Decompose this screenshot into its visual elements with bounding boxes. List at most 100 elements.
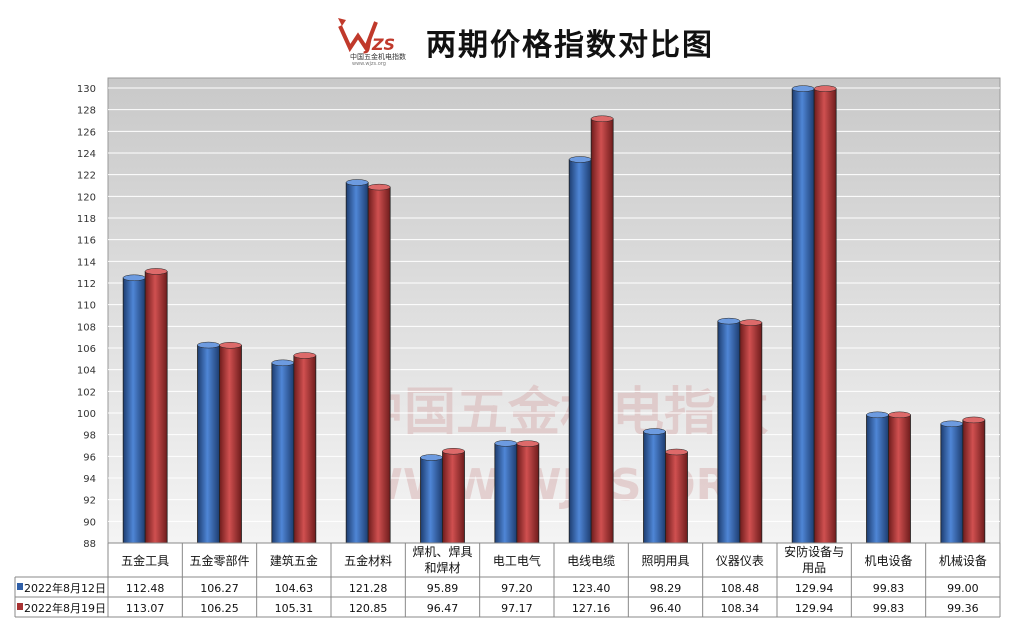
- bar-cap: [293, 352, 317, 359]
- x-category-label: 安防设备与: [784, 544, 844, 559]
- bar-cap: [739, 319, 763, 326]
- bar-series2: [219, 344, 242, 544]
- data-label: 106.25: [200, 602, 239, 615]
- bar-cap: [516, 440, 540, 447]
- legend-label: 2022年8月19日: [24, 601, 106, 615]
- bar-series1: [866, 414, 889, 544]
- x-category-label: 机械设备: [939, 553, 987, 568]
- bar-cap: [866, 411, 889, 419]
- x-category-label: 机电设备: [864, 554, 912, 568]
- svg-text:中国五金机电指数: 中国五金机电指数: [350, 52, 406, 61]
- x-category-label: 焊机、焊具: [412, 544, 472, 559]
- y-tick-label: 94: [83, 474, 96, 485]
- bar-series2: [367, 186, 391, 544]
- data-label: 99.83: [873, 602, 905, 615]
- svg-text:www.wjzs.org: www.wjzs.org: [352, 61, 386, 66]
- bar-cap: [568, 156, 592, 163]
- y-tick-label: 96: [83, 452, 96, 463]
- bar-cap: [665, 448, 688, 456]
- data-label: 96.40: [650, 602, 682, 615]
- data-label: 98.29: [650, 582, 682, 595]
- bar-cap: [219, 342, 242, 349]
- x-category-label: 五金零部件: [189, 553, 249, 568]
- bar-series1: [494, 442, 518, 544]
- bar-cap: [345, 179, 369, 186]
- bar-series2: [962, 419, 986, 544]
- x-category-label: 用品: [802, 561, 826, 575]
- data-label: 105.31: [275, 602, 314, 615]
- legend-swatch: [17, 583, 23, 590]
- bar-series2: [888, 414, 911, 544]
- data-label: 123.40: [572, 582, 611, 595]
- y-tick-label: 120: [77, 192, 96, 203]
- bar-cap: [197, 341, 220, 349]
- x-category-label: 和焊材: [424, 560, 460, 575]
- bar-series1: [940, 423, 964, 544]
- y-tick-label: 130: [77, 84, 96, 95]
- y-tick-label: 114: [77, 257, 96, 268]
- wjzs-logo: JZS 中国五金机电指数 www.wjzs.org: [336, 14, 414, 67]
- y-tick-label: 128: [77, 106, 96, 117]
- y-tick-label: 126: [77, 127, 96, 138]
- x-category-label: 建筑五金: [270, 553, 318, 568]
- bar-series2: [442, 450, 465, 544]
- data-label: 112.48: [126, 582, 165, 595]
- bar-cap: [962, 416, 986, 424]
- bar-series1: [420, 457, 443, 544]
- data-label: 113.07: [126, 602, 165, 615]
- bar-series2: [813, 88, 837, 544]
- bar-series1: [643, 431, 666, 544]
- bar-cap: [144, 268, 168, 275]
- svg-text:JZS: JZS: [363, 35, 395, 54]
- y-tick-label: 118: [77, 214, 96, 225]
- bar-series1: [568, 159, 592, 544]
- legend-label: 2022年8月12日: [24, 581, 106, 595]
- bar-cap: [494, 440, 518, 447]
- data-label: 121.28: [349, 582, 388, 595]
- bar-series2: [516, 443, 540, 544]
- data-label: 96.47: [427, 602, 459, 615]
- watermark-url: WWW.WJZS.ORG: [354, 460, 765, 511]
- x-category-label: 照明用具: [641, 554, 689, 568]
- y-tick-label: 122: [77, 171, 96, 182]
- bar-series2: [590, 118, 614, 544]
- data-label: 104.63: [275, 582, 314, 595]
- bar-cap: [271, 359, 295, 367]
- y-tick-label: 98: [83, 431, 96, 442]
- bar-cap: [717, 317, 741, 325]
- bar-series2: [293, 355, 317, 544]
- bar-cap: [940, 420, 964, 428]
- bar-series2: [739, 322, 763, 544]
- bar-series1: [122, 277, 146, 544]
- y-tick-label: 102: [77, 387, 96, 398]
- x-category-label: 五金工具: [121, 553, 169, 568]
- bar-cap: [813, 85, 837, 92]
- bar-series1: [345, 182, 369, 544]
- y-tick-label: 108: [77, 322, 96, 333]
- y-tick-label: 124: [77, 149, 96, 160]
- bar-series2: [144, 271, 168, 544]
- bar-cap: [122, 274, 146, 282]
- x-category-label: 五金材料: [344, 553, 392, 568]
- data-label: 129.94: [795, 582, 834, 595]
- bar-cap: [590, 115, 614, 123]
- bar-series1: [791, 88, 815, 544]
- bar-series2: [665, 451, 688, 544]
- data-label: 97.20: [501, 582, 533, 595]
- bar-cap: [888, 411, 911, 419]
- bar-cap: [643, 428, 666, 435]
- data-label: 99.83: [873, 582, 905, 595]
- data-label: 95.89: [427, 582, 459, 595]
- data-label: 108.48: [721, 582, 760, 595]
- bar-series1: [197, 344, 220, 544]
- y-tick-label: 110: [77, 301, 96, 312]
- data-label: 129.94: [795, 602, 834, 615]
- y-tick-label: 92: [83, 496, 96, 507]
- plot-area: [107, 77, 1001, 544]
- data-label: 106.27: [200, 582, 239, 595]
- data-label: 99.36: [947, 602, 979, 615]
- x-category-label: 仪器仪表: [716, 554, 764, 568]
- bar-cap: [442, 447, 465, 455]
- x-category-label: 电工电气: [493, 553, 541, 568]
